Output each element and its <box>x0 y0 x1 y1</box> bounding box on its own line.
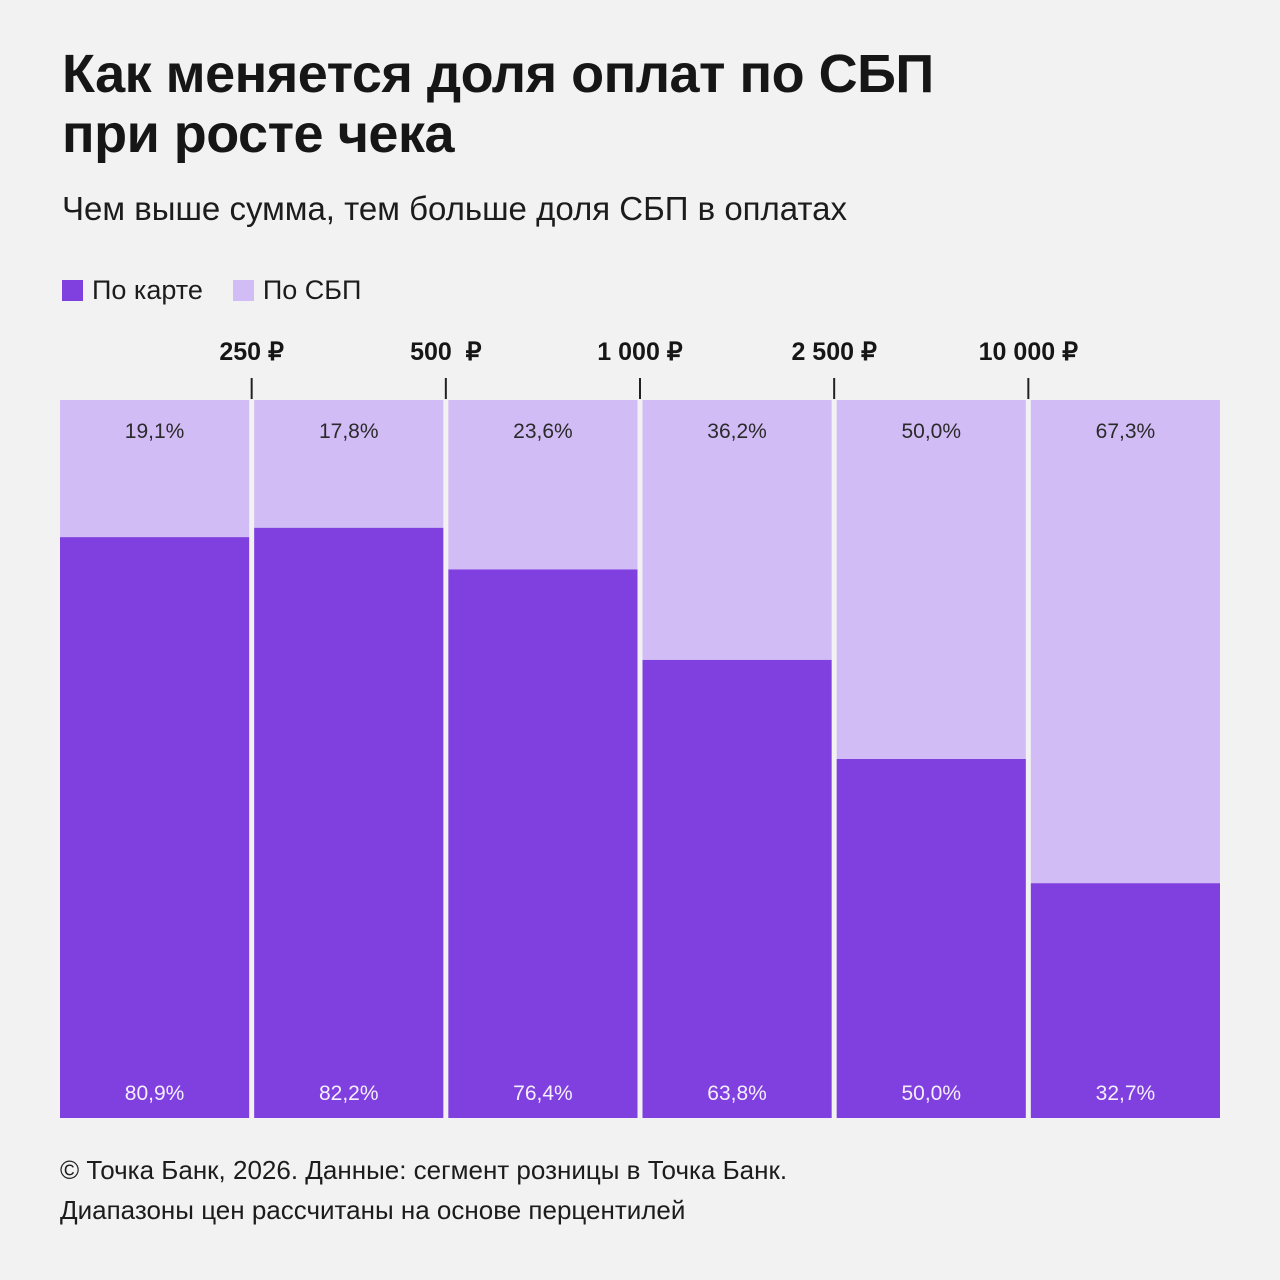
bar-sbp-2 <box>254 400 444 528</box>
boundary-label-1: 250 ₽ <box>219 338 284 366</box>
legend-label-card: По карте <box>92 274 203 305</box>
footer-line-1: © Точка Банк, 2026. Данные: сегмент розн… <box>60 1155 788 1185</box>
legend-swatch-card <box>62 279 83 301</box>
stacked-bar-chart: 19,1% 80,9% 17,8% 82,2% 23,6% 76,4% 36,2% 63,8%… <box>60 338 1220 1118</box>
boundary-label-2: 500 ₽ <box>410 338 482 366</box>
bar-card-3 <box>448 569 638 1118</box>
bar-sbp-3 <box>448 400 638 570</box>
boundary-label-5: 10 000 ₽ <box>979 338 1078 366</box>
data-label-sbp-3: 23,6% <box>513 420 573 443</box>
data-label-card-4: 63,8% <box>707 1082 767 1105</box>
footer-line-2: Диапазоны цен рассчитаны на основе перце… <box>60 1195 686 1225</box>
legend-item-card: По карте <box>62 275 203 306</box>
boundary-label-3: 1 000 ₽ <box>597 338 683 366</box>
bar-sbp-1 <box>60 400 250 538</box>
data-label-card-5: 50,0% <box>901 1082 961 1105</box>
data-label-sbp-2: 17,8% <box>319 420 379 443</box>
data-label-card-6: 32,7% <box>1096 1082 1156 1105</box>
page-subtitle: Чем выше сумма, тем больше доля СБП в оп… <box>62 190 848 227</box>
title-line-1: Как меняется доля оплат по СБП <box>62 44 934 104</box>
legend-item-sbp: По СБП <box>232 274 362 306</box>
bar-card-5 <box>836 759 1026 1118</box>
data-label-card-2: 82,2% <box>319 1082 379 1105</box>
bar-card-4 <box>642 659 832 1118</box>
data-label-sbp-4: 36,2% <box>707 420 767 443</box>
bar-card-1 <box>60 537 250 1118</box>
bar-sbp-4 <box>642 400 832 660</box>
bar-sbp-5 <box>836 400 1026 759</box>
data-label-sbp-1: 19,1% <box>125 420 185 443</box>
bar-sbp-6 <box>1030 400 1220 884</box>
footer-note: © Точка Банк, 2026. Данные: сегмент розн… <box>60 1150 787 1230</box>
page-title: Как меняется доля оплат по СБП при росте… <box>62 44 1162 164</box>
data-label-card-3: 76,4% <box>513 1082 573 1105</box>
title-line-2: при росте чека <box>62 104 455 164</box>
data-label-sbp-5: 50,0% <box>901 420 961 443</box>
data-label-sbp-6: 67,3% <box>1096 420 1156 443</box>
legend-label-sbp: По СБП <box>262 274 362 305</box>
data-label-card-1: 80,9% <box>125 1082 185 1105</box>
boundary-label-4: 2 500 ₽ <box>791 338 877 366</box>
bar-card-2 <box>254 527 444 1118</box>
legend-swatch-sbp <box>232 279 254 301</box>
chart-legend: По карте По СБП <box>62 272 361 308</box>
bar-card-6 <box>1030 883 1220 1118</box>
